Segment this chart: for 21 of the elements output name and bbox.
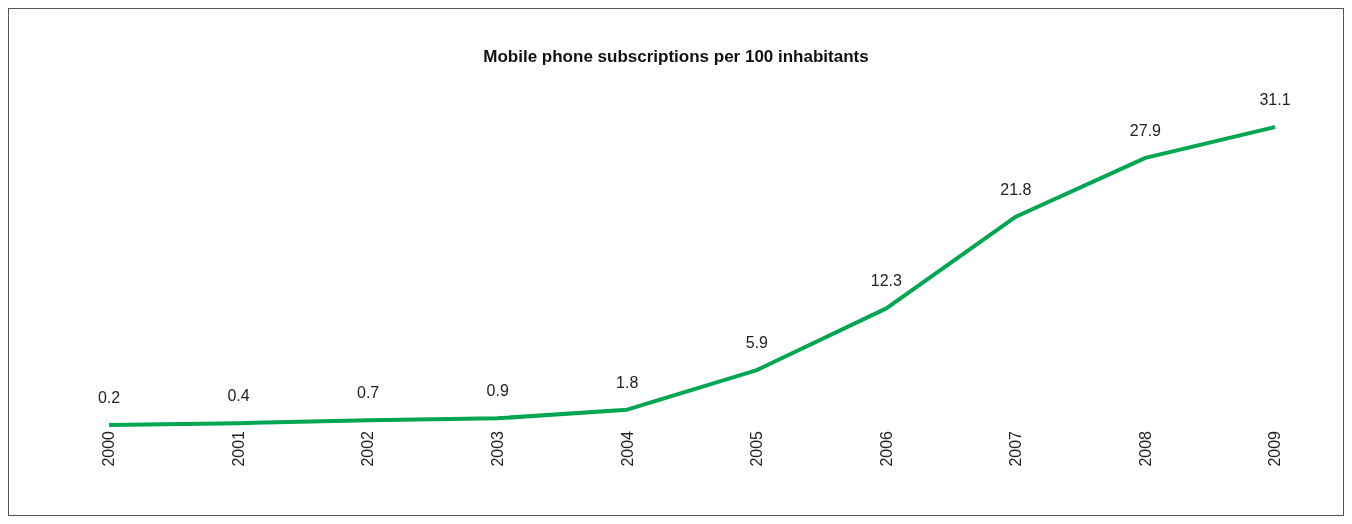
x-tick-label: 2004 <box>618 430 636 467</box>
data-label: 5.9 <box>745 334 768 352</box>
x-tick-label: 2006 <box>877 430 895 467</box>
data-label: 0.4 <box>227 387 250 405</box>
x-tick-label: 2005 <box>748 430 766 467</box>
data-label: 0.9 <box>486 382 509 400</box>
x-tick-label: 2002 <box>359 430 377 467</box>
chart-title: Mobile phone subscriptions per 100 inhabitants <box>482 46 870 67</box>
x-tick-label: 2001 <box>229 430 247 467</box>
data-label: 12.3 <box>870 272 903 290</box>
x-tick-label: 2003 <box>489 430 507 467</box>
x-tick-label: 2007 <box>1007 430 1025 467</box>
x-tick-label: 2008 <box>1136 430 1154 467</box>
data-label: 31.1 <box>1259 91 1291 108</box>
data-label: 0.2 <box>97 389 121 407</box>
data-label: 0.7 <box>356 384 380 402</box>
x-tick-label: 2000 <box>100 430 118 467</box>
data-label: 27.9 <box>1129 121 1162 139</box>
data-label: 1.8 <box>616 373 639 391</box>
x-tick-label: 2009 <box>1266 430 1284 467</box>
data-label: 21.8 <box>1000 180 1032 198</box>
